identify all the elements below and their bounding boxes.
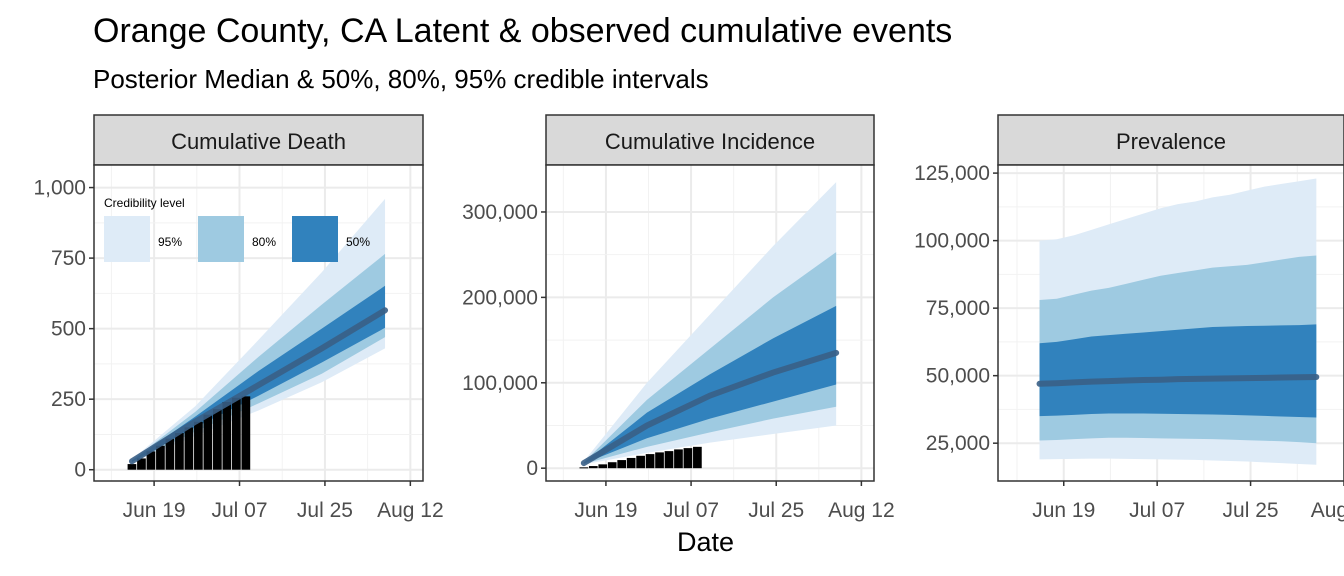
panel-border [545, 164, 875, 482]
legend-title: Credibility level [104, 196, 185, 210]
chart-subtitle: Posterior Median & 50%, 80%, 95% credibl… [93, 64, 709, 94]
panel-cumulative-incidence: Cumulative Incidence 0 100,000 200,000 300,0… [462, 114, 895, 522]
legend-label: 50% [346, 235, 370, 249]
observed-bar [626, 457, 636, 469]
y-tick-label: 0 [526, 457, 538, 480]
y-tick-label: 1,000 [33, 177, 86, 200]
observed-bar [655, 452, 664, 469]
observed-bar [645, 454, 655, 469]
observed-bar [165, 438, 175, 470]
x-tick-label: Aug 12 [1311, 499, 1344, 522]
observed-bar [674, 449, 683, 469]
y-tick-label: 125,000 [914, 162, 990, 185]
facet-strip [93, 114, 424, 166]
y-tick-label: 75,000 [926, 297, 990, 320]
observed-bar [607, 462, 617, 469]
x-tick-label: Jul 25 [1223, 499, 1279, 522]
panel-prevalence: Prevalence 25,000 50,000 75,000 100,000 125,0… [914, 114, 1344, 522]
legend-swatch [198, 216, 244, 262]
y-tick-label: 300,000 [462, 201, 538, 224]
observed-bar [213, 409, 222, 470]
observed-bar [241, 396, 251, 470]
y-tick-label: 250 [51, 388, 86, 411]
observed-bar [579, 467, 589, 469]
legend-label: 95% [158, 235, 182, 249]
chart-title: Orange County, CA Latent & observed cumu… [93, 12, 953, 50]
band-50 [1039, 324, 1317, 418]
legend-swatch [104, 216, 150, 262]
legend-label: 80% [252, 235, 276, 249]
x-tick-label: Jun 19 [123, 499, 186, 522]
x-axis-label: Date [677, 527, 735, 557]
facet-strip-label: Prevalence [1116, 129, 1226, 154]
x-tick-label: Jul 07 [211, 499, 267, 522]
observed-bar [146, 451, 156, 470]
panel-border [997, 164, 1344, 482]
x-tick-label: Jun 19 [574, 499, 637, 522]
y-tick-label: 500 [51, 318, 86, 341]
median-line [580, 349, 840, 467]
facet-strip [997, 114, 1344, 166]
observed-bar [175, 433, 184, 470]
y-tick-label: 0 [74, 459, 86, 482]
x-tick-label: Jul 25 [748, 499, 804, 522]
median-line [128, 307, 389, 465]
x-tick-label: Jul 25 [297, 499, 353, 522]
median-line [1036, 374, 1320, 387]
legend: Credibility level 95% 80% 50% [104, 196, 370, 262]
observed-bar [683, 448, 693, 469]
x-tick-label: Aug 12 [828, 499, 895, 522]
observed-bar [664, 451, 674, 469]
panel-border [93, 164, 424, 482]
x-tick-label: Jun 19 [1032, 499, 1095, 522]
observed-bar [588, 466, 598, 469]
y-tick-label: 100,000 [914, 230, 990, 253]
observed-bar [598, 464, 608, 469]
observed-bar [137, 458, 146, 470]
y-tick-label: 50,000 [926, 365, 990, 388]
band-80 [131, 253, 386, 463]
observed-bar [203, 414, 213, 470]
observed-bar [127, 464, 137, 470]
facet-strip [545, 114, 875, 166]
band-50 [131, 285, 386, 462]
facet-strip-label: Cumulative Incidence [605, 129, 815, 154]
y-tick-label: 100,000 [462, 372, 538, 395]
x-tick-label: Jul 07 [1129, 499, 1185, 522]
observed-bar [231, 397, 241, 470]
y-tick-label: 750 [51, 247, 86, 270]
observed-bar [156, 445, 165, 470]
observed-bar [617, 460, 627, 469]
facet-strip-label: Cumulative Death [171, 129, 346, 154]
x-tick-label: Aug 12 [377, 499, 444, 522]
observed-bar [184, 427, 194, 470]
observed-bar [636, 455, 645, 469]
observed-bar [194, 421, 203, 470]
panel-cumulative-death: Cumulative Death 0 250 500 750 1,000 Jun 19 Jul… [33, 114, 444, 522]
band-80 [583, 252, 837, 464]
observed-bar [222, 402, 232, 470]
y-tick-label: 200,000 [462, 286, 538, 309]
x-tick-label: Jul 07 [663, 499, 719, 522]
observed-bar [693, 446, 702, 469]
legend-swatch [292, 216, 338, 262]
y-tick-label: 25,000 [926, 432, 990, 455]
